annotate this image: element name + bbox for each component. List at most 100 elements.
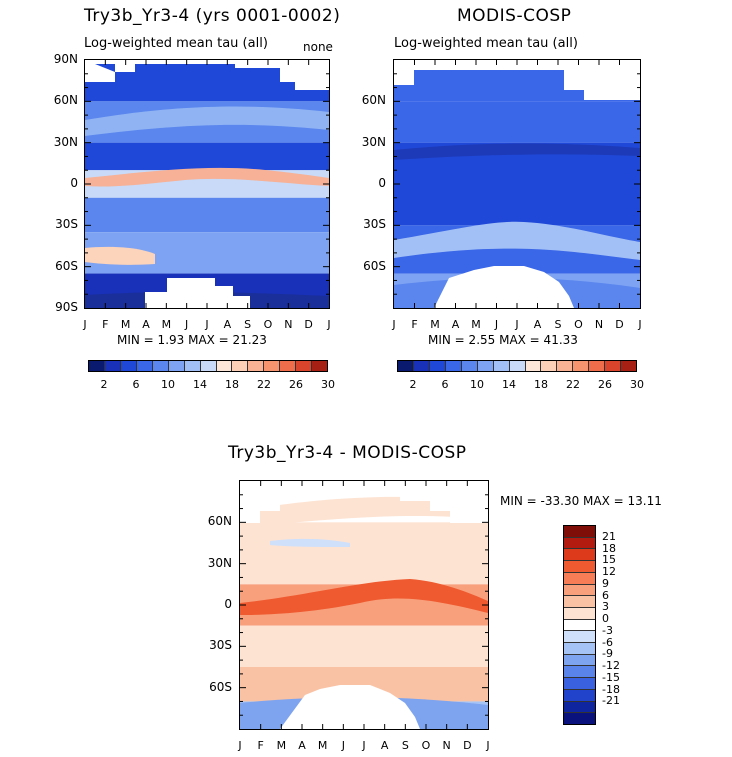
panel2-title: MODIS-COSP: [457, 6, 572, 26]
x-tick-label: O: [574, 318, 583, 331]
colorbar-label: 2: [100, 378, 108, 391]
y-tick-label: 30N: [361, 134, 386, 149]
panel3-plot: [239, 480, 489, 730]
missing-data-region: [394, 70, 414, 85]
colorbar-swatch: [564, 689, 595, 702]
colorbar-swatch: [280, 361, 297, 371]
colorbar-swatch: [216, 361, 233, 371]
colorbar-swatch: [564, 607, 595, 620]
colorbar-swatch: [541, 361, 558, 371]
colorbar-swatch: [509, 361, 526, 371]
colorbar-label: 18: [602, 541, 616, 555]
tropical-band: [240, 579, 488, 615]
y-tick-label: 60N: [361, 93, 386, 108]
colorbar-label: 26: [289, 378, 303, 391]
tropical-band: [85, 167, 329, 187]
colorbar-swatch: [564, 654, 595, 667]
colorbar-swatch: [564, 666, 595, 679]
x-tick-label: A: [298, 739, 306, 752]
colorbar-label: 18: [534, 378, 548, 391]
colorbar-swatch: [564, 678, 595, 690]
colorbar-label: 18: [225, 378, 239, 391]
x-tick-label: F: [411, 318, 418, 331]
panel3-heatmap: [240, 481, 488, 729]
colorbar-swatch: [429, 361, 446, 371]
colorbar-swatch: [564, 526, 595, 538]
colorbar-label: 6: [132, 378, 140, 391]
x-tick-label: N: [442, 739, 451, 752]
x-tick-label: J: [341, 739, 345, 752]
colorbar-label: 10: [470, 378, 484, 391]
x-tick-label: O: [421, 739, 431, 752]
colorbar-swatch: [445, 361, 462, 371]
x-tick-label: S: [244, 318, 252, 331]
colorbar-swatch: [564, 596, 595, 608]
y-tick-label: 30S: [209, 638, 232, 653]
lat-band: [85, 197, 329, 233]
y-tick-label: 30S: [55, 217, 78, 232]
x-tick-label: M: [317, 739, 328, 752]
missing-data-region: [434, 266, 574, 308]
colorbar-label: 2: [409, 378, 417, 391]
colorbar-swatch: [573, 361, 590, 371]
colorbar-label: 10: [161, 378, 175, 391]
y-tick-label: 0: [224, 597, 232, 611]
panel1-stats: MIN = 1.93 MAX = 21.23: [117, 333, 267, 347]
colorbar-label: -9: [602, 647, 613, 661]
x-tick-label: D: [615, 318, 624, 331]
colorbar-swatch: [564, 549, 595, 562]
x-tick-label: M: [430, 318, 440, 331]
x-tick-label: J: [392, 318, 396, 331]
colorbar-swatch: [264, 361, 281, 371]
colorbar-label: 0: [602, 612, 609, 626]
x-tick-label: J: [327, 318, 331, 331]
colorbar-swatch: [136, 361, 153, 371]
southern-band: [394, 221, 640, 260]
x-tick-label: M: [471, 318, 481, 331]
x-tick-label: J: [205, 318, 209, 331]
x-tick-label: J: [362, 739, 366, 752]
x-tick-label: O: [263, 318, 273, 331]
x-tick-label: F: [102, 318, 109, 331]
x-tick-label: M: [276, 739, 287, 752]
x-tick-label: J: [185, 318, 189, 331]
x-tick-label: J: [515, 318, 519, 331]
colorbar-swatch: [564, 537, 595, 550]
x-tick-label: M: [120, 318, 131, 331]
colorbar-label: 26: [598, 378, 612, 391]
colorbar-swatch: [564, 619, 595, 632]
x-tick-label: D: [463, 739, 472, 752]
colorbar-swatch: [605, 361, 622, 371]
x-tick-label: S: [401, 739, 409, 752]
x-tick-label: N: [594, 318, 604, 331]
colorbar-label: -12: [602, 659, 620, 673]
lat-band: [240, 522, 488, 585]
colorbar-swatch: [200, 361, 217, 371]
y-tick-label: 90N: [53, 52, 78, 66]
panel2-colorbar: [397, 360, 637, 372]
colorbar-swatch: [564, 713, 595, 724]
x-tick-label: J: [638, 318, 642, 331]
panel3-colorbar: [563, 525, 596, 725]
x-tick-label: A: [380, 739, 389, 752]
y-tick-label: 60S: [55, 258, 78, 273]
northern-band: [85, 106, 329, 136]
colorbar-swatch: [564, 631, 595, 644]
colorbar-swatch: [248, 361, 265, 371]
panel1-heatmap: [85, 60, 329, 308]
colorbar-swatch: [564, 572, 595, 585]
colorbar-label: 30: [630, 378, 644, 391]
panel1-colorbar: [88, 360, 328, 372]
colorbar-label: 6: [602, 588, 609, 602]
x-tick-label: M: [161, 318, 172, 331]
x-tick-label: N: [284, 318, 293, 331]
y-tick-label: 30S: [363, 217, 386, 232]
colorbar-swatch: [168, 361, 185, 371]
y-tick-label: 90S: [55, 300, 78, 314]
colorbar-label: -15: [602, 670, 620, 684]
colorbar-label: 3: [602, 600, 609, 614]
missing-data-region: [280, 685, 420, 729]
x-tick-label: J: [494, 318, 499, 331]
panel2-heatmap: [394, 60, 640, 308]
colorbar-swatch: [413, 361, 430, 371]
